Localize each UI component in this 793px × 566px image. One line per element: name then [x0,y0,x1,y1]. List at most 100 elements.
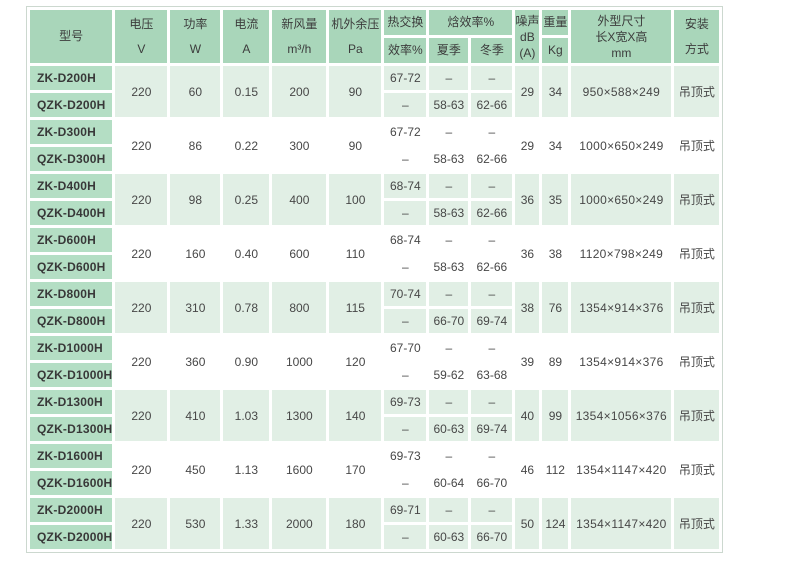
noise-cell: 39 [515,336,540,387]
table-row: ZK-D200H 220 60 0.15 200 90 67-72 – – 29… [30,66,720,117]
table-row: ZK-D800H 220 310 0.78 800 115 70-74 – – … [30,282,720,333]
install-cell: 吊顶式 [674,120,720,171]
noise-cell: 29 [515,120,540,171]
current-cell: 1.03 [223,390,270,441]
pressure-cell: 170 [329,444,382,495]
pressure-cell: 90 [329,66,382,117]
model-cell: QZK-D600H [30,255,113,279]
model-cell: ZK-D300H [30,120,113,144]
winter-enthalpy-cell: 62-66 [471,255,513,279]
table-row: QZK-D1300H – 60-63 69-74 [30,417,719,441]
airflow-cell: 1600 [272,444,327,495]
heat-exchange-cell: 69-71 [384,498,427,522]
dimensions-cell: 1354×1147×420 [571,444,672,495]
voltage-cell: 220 [115,336,168,387]
current-cell: 1.13 [223,444,270,495]
summer-enthalpy-cell: 58-63 [429,93,469,117]
winter-enthalpy-cell: – [471,282,513,306]
table-row: QZK-D200H – 58-63 62-66 [30,93,719,117]
power-cell: 60 [170,66,221,117]
summer-enthalpy-cell: – [429,336,469,360]
winter-enthalpy-cell: – [471,66,513,90]
install-cell: 吊顶式 [674,390,720,441]
model-cell: QZK-D300H [30,147,113,171]
dimensions-cell: 1354×1056×376 [571,390,672,441]
spec-table-header: 型号 电压 V 功率 W 电流 A 新风量 m³/h 机外 [30,10,720,63]
winter-enthalpy-cell: – [471,174,513,198]
header-model: 型号 [30,10,113,63]
noise-cell: 50 [515,498,540,549]
heat-exchange-cell: 68-74 [384,228,427,252]
voltage-cell: 220 [115,228,168,279]
voltage-cell: 220 [115,390,168,441]
winter-enthalpy-cell: 69-74 [471,309,513,333]
header-dimensions: 外型尺寸 长X宽X高 mm [571,10,672,63]
airflow-cell: 2000 [272,498,327,549]
header-summer: 夏季 [429,38,469,63]
airflow-cell: 600 [272,228,327,279]
current-cell: 0.90 [223,336,270,387]
header-heat-exchange-bottom: 效率% [384,38,427,63]
current-cell: 0.15 [223,66,270,117]
voltage-cell: 220 [115,174,168,225]
install-cell: 吊顶式 [674,174,720,225]
current-cell: 0.40 [223,228,270,279]
summer-enthalpy-cell: 58-63 [429,255,469,279]
airflow-cell: 400 [272,174,327,225]
winter-enthalpy-cell: 62-66 [471,201,513,225]
pressure-cell: 180 [329,498,382,549]
spec-table-container: 型号 电压 V 功率 W 电流 A 新风量 m³/h 机外 [26,6,724,553]
summer-enthalpy-cell: 59-62 [429,363,469,387]
airflow-cell: 800 [272,282,327,333]
heat-exchange-cell: 67-72 [384,120,427,144]
table-row: QZK-D1600H – 60-64 66-70 [30,471,719,495]
table-row: QZK-D1000H – 59-62 63-68 [30,363,719,387]
winter-enthalpy-cell: 63-68 [471,363,513,387]
heat-exchange-cell: 69-73 [384,390,427,414]
weight-cell: 76 [542,282,569,333]
heat-exchange-cell: 67-72 [384,66,427,90]
model-cell: QZK-D1300H [30,417,113,441]
noise-cell: 36 [515,228,540,279]
table-row: QZK-D800H – 66-70 69-74 [30,309,719,333]
power-cell: 160 [170,228,221,279]
heat-exchange-cell: – [384,147,427,171]
table-row: ZK-D1300H 220 410 1.03 1300 140 69-73 – … [30,390,720,441]
dimensions-cell: 1354×914×376 [571,282,672,333]
header-heat-exchange-top: 热交换 [384,10,427,35]
model-cell: ZK-D2000H [30,498,113,522]
header-weight-top: 重量 [542,10,569,35]
noise-cell: 38 [515,282,540,333]
summer-enthalpy-cell: 58-63 [429,201,469,225]
winter-enthalpy-cell: 66-70 [471,525,513,549]
header-pressure: 机外余压 Pa [329,10,382,63]
model-cell: QZK-D400H [30,201,113,225]
table-row: ZK-D300H 220 86 0.22 300 90 67-72 – – 29… [30,120,720,171]
voltage-cell: 220 [115,120,168,171]
model-cell: QZK-D800H [30,309,113,333]
heat-exchange-cell: – [384,525,427,549]
power-cell: 310 [170,282,221,333]
weight-cell: 112 [542,444,569,495]
pressure-cell: 110 [329,228,382,279]
heat-exchange-cell: – [384,255,427,279]
winter-enthalpy-cell: 69-74 [471,417,513,441]
header-install: 安装 方式 [674,10,720,63]
weight-cell: 38 [542,228,569,279]
pressure-cell: 100 [329,174,382,225]
pressure-cell: 120 [329,336,382,387]
model-cell: ZK-D1300H [30,390,113,414]
model-cell: QZK-D200H [30,93,113,117]
winter-enthalpy-cell: – [471,120,513,144]
winter-enthalpy-cell: – [471,390,513,414]
summer-enthalpy-cell: 60-64 [429,471,469,495]
airflow-cell: 200 [272,66,327,117]
summer-enthalpy-cell: – [429,120,469,144]
winter-enthalpy-cell: – [471,228,513,252]
table-row: ZK-D600H 220 160 0.40 600 110 68-74 – – … [30,228,720,279]
dimensions-cell: 1354×914×376 [571,336,672,387]
header-noise: 噪声 dB (A) [515,10,540,63]
model-cell: ZK-D1000H [30,336,113,360]
heat-exchange-cell: 67-70 [384,336,427,360]
dimensions-cell: 1000×650×249 [571,174,672,225]
